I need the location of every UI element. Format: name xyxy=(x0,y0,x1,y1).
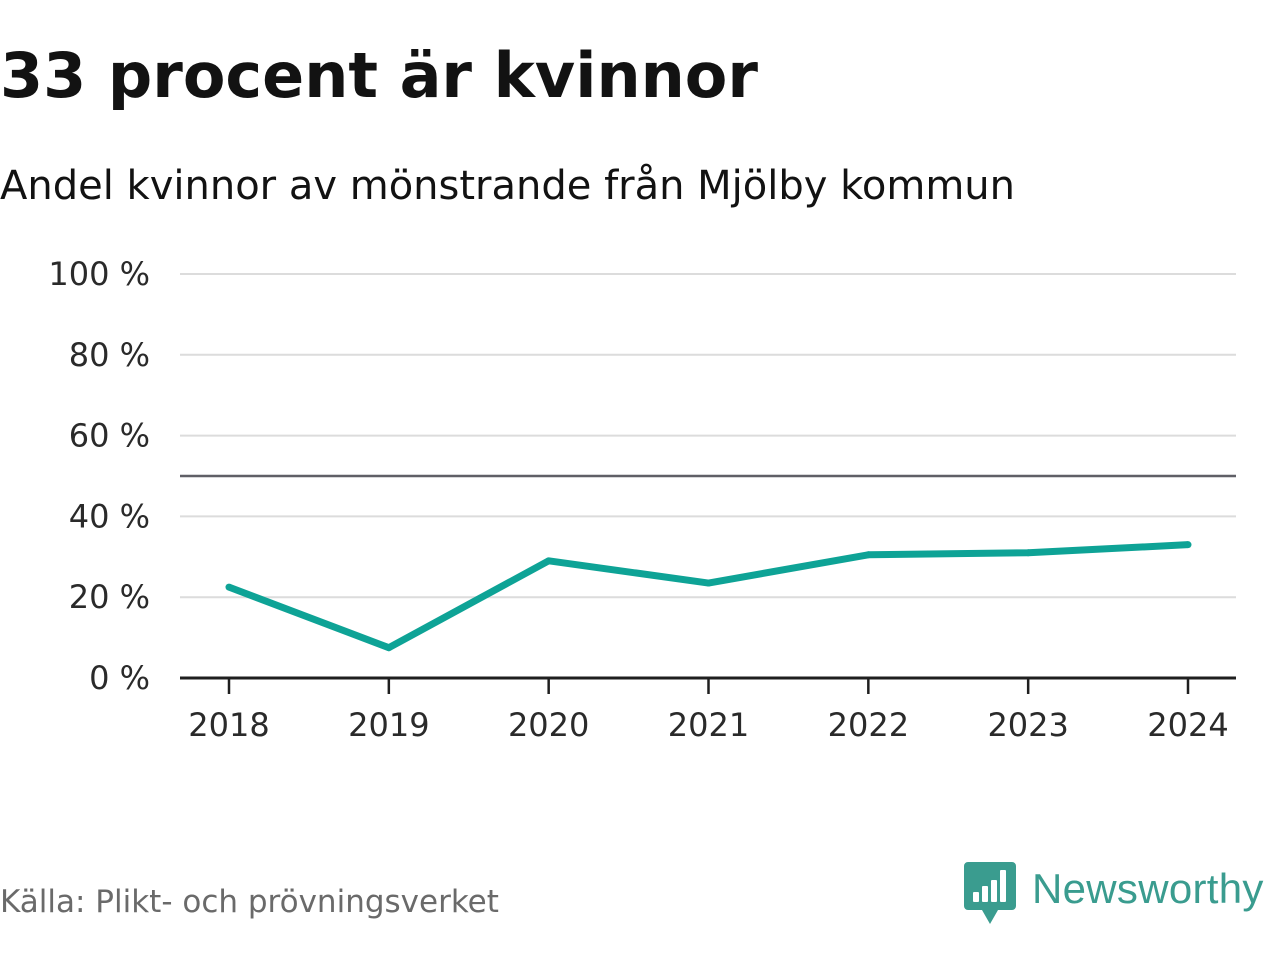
data-point-2023 xyxy=(1024,549,1032,557)
x-tick-label: 2018 xyxy=(188,706,269,744)
y-tick-label: 100 % xyxy=(48,255,150,293)
source-note: Källa: Plikt- och prövningsverket xyxy=(0,884,499,920)
data-point-2020 xyxy=(545,557,553,565)
y-tick-label: 0 % xyxy=(89,659,150,697)
y-tick-label: 60 % xyxy=(69,417,150,455)
data-point-2022 xyxy=(864,551,872,559)
brand: Newsworthy xyxy=(964,862,1264,926)
y-tick-label: 40 % xyxy=(69,497,150,535)
y-tick-label: 20 % xyxy=(69,578,150,616)
newsworthy-logo-icon xyxy=(964,862,1016,924)
x-tick-label: 2022 xyxy=(828,706,909,744)
x-tick-label: 2021 xyxy=(668,706,749,744)
series-line xyxy=(227,541,1189,652)
chart-subtitle: Andel kvinnor av mönstrande från Mjölby … xyxy=(0,163,1015,209)
x-axis-labels: 2018 2019 2020 2021 2022 2023 2024 xyxy=(188,706,1228,744)
brand-name: Newsworthy xyxy=(1032,865,1264,912)
chart-title: 33 procent är kvinnor xyxy=(0,39,758,112)
data-point-2024 xyxy=(1184,541,1192,549)
series-group xyxy=(225,541,1192,652)
data-point-2021 xyxy=(705,579,712,587)
x-tick-label: 2020 xyxy=(508,706,589,744)
x-tick-label: 2023 xyxy=(987,706,1068,744)
x-axis xyxy=(180,676,1236,694)
x-tick-label: 2019 xyxy=(348,706,429,744)
gridlines xyxy=(180,273,1236,599)
data-point-2019 xyxy=(385,644,393,652)
y-axis-labels: 0 % 20 % 40 % 60 % 80 % 100 % xyxy=(48,255,150,697)
y-tick-label: 80 % xyxy=(69,336,150,374)
x-tick-label: 2024 xyxy=(1147,706,1228,744)
data-point-2018 xyxy=(225,583,233,591)
